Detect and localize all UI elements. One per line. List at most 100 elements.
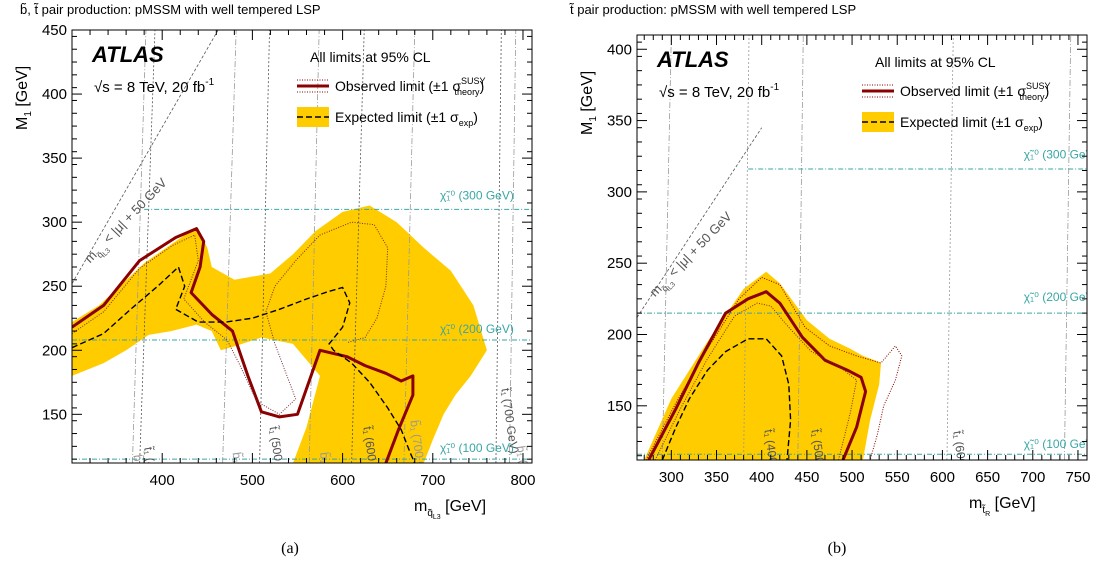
x-tick-label: 800 — [510, 472, 535, 489]
x-tick-label: 500 — [240, 472, 265, 489]
squark-mass-line — [222, 30, 237, 463]
neutralino-mass-label: χ̃₁⁰ (100 GeV) — [440, 441, 514, 455]
y-tick-label: 150 — [607, 398, 632, 415]
x-axis: 400 500 600 700 800 — [71, 30, 535, 489]
x-tick-label: 400 — [150, 472, 175, 489]
diagonal-label-rest: < |μ| + 50 GeV — [663, 209, 735, 283]
x-tick-label: 700 — [420, 472, 445, 489]
y-axis-label: M1 [GeV] — [579, 71, 599, 135]
observed-limit-line — [72, 227, 415, 463]
squark-mass-line — [308, 30, 320, 463]
legend-expected-swatch — [297, 107, 329, 127]
squark-mass-line — [403, 30, 416, 463]
atlas-label: ATLAS — [656, 47, 729, 72]
x-axis-label-unit: [GeV] — [441, 498, 486, 515]
legend-observed-label: Observed limit (±1 σSUSY theory) — [335, 76, 486, 97]
caption-a: (a) — [281, 540, 299, 557]
energy-label: √s = 8 TeV, 20 fb-1 — [659, 82, 780, 101]
neutralino-mass-label: χ̃₁⁰ (200 GeV) — [440, 322, 514, 336]
legend-observed-text: Observed limit (±1 σ — [335, 78, 461, 94]
energy-text: √s = 8 TeV, 20 fb — [659, 84, 770, 101]
neutralino-mass-label: χ̃₁⁰ (300 GeV) — [440, 189, 514, 203]
squark-mass-line — [139, 30, 156, 463]
legend-observed-sup: SUSY — [1026, 81, 1051, 91]
squark-mass-line — [259, 30, 270, 463]
figure-b: t̃₁ (400 GeV) t̃₁ (500 GeV) t̃₁ (600 GeV) χ… — [552, 0, 1104, 572]
figure-a: t̃₁ (400 GeV) b̃₁ (400 GeV) b̃₁ (500 GeV) t… — [0, 0, 552, 572]
legend-observed-sub: theory — [455, 87, 481, 97]
y-tick-label: 300 — [607, 184, 632, 201]
y-tick-label: 350 — [607, 113, 632, 130]
y-tick-label: 250 — [42, 278, 67, 295]
x-axis-label: mt̃R [GeV] — [969, 495, 1036, 518]
y-tick-label: 150 — [42, 406, 67, 423]
energy-sup: -1 — [770, 82, 779, 93]
squark-mass-line — [495, 30, 502, 463]
diagonal-label: mq̃L3 < |μ| + 50 GeV — [646, 209, 738, 303]
y-tick-label: 200 — [607, 326, 632, 343]
contour-plot-a: t̃₁ (400 GeV)b̃₁ (400 GeV) b̃₁ (500 GeV) t… — [14, 2, 535, 525]
legend-expected-close: ) — [473, 109, 478, 125]
squark-mass-line — [1064, 35, 1072, 460]
x-tick-label: 700 — [1020, 469, 1045, 486]
y-tick-label: 450 — [42, 22, 67, 39]
neutralino-mass-label: χ̃₁⁰ (200 GeV) — [1024, 290, 1098, 304]
y-axis-label-m: M — [14, 117, 31, 130]
legend-expected-label: Expected limit (±1 σexp) — [335, 109, 478, 128]
squark-mass-line — [743, 35, 750, 460]
energy-sup: -1 — [205, 77, 214, 88]
y-tick-label: 300 — [42, 214, 67, 231]
plot-area: t̃₁ (400 GeV)b̃₁ (400 GeV) b̃₁ (500 GeV) t… — [72, 30, 532, 525]
cl-note: All limits at 95% CL — [875, 54, 996, 70]
x-axis-label: mq̃L3 [GeV] — [414, 498, 486, 521]
x-tick-label: 600 — [330, 472, 355, 489]
x-tick-label: 400 — [749, 469, 774, 486]
y-tick-label: 250 — [607, 255, 632, 272]
squark-mass-label: b̃₁ (600 GeV) — [317, 451, 342, 522]
legend-expected-text: Expected limit (±1 σ — [900, 114, 1024, 130]
plot-frame — [636, 34, 1088, 461]
diagonal-label-sub: q̃ — [94, 249, 105, 260]
x-axis-label-sub2: L3 — [433, 514, 441, 521]
neutralino-mass-label: χ̃₁⁰ (300 GeV) — [1024, 148, 1098, 162]
squark-mass-label: b̃₁ (400 GeV) — [130, 454, 155, 525]
diagonal-label-sub2: L3 — [102, 247, 113, 258]
cl-note: All limits at 95% CL — [310, 49, 431, 65]
y-tick-label: 200 — [42, 342, 67, 359]
squark-mass-line — [797, 35, 804, 460]
y-axis-label-unit: [GeV] — [14, 66, 31, 111]
expected-limit-line — [72, 265, 416, 463]
x-tick-label: 600 — [930, 469, 955, 486]
legend-expected-swatch — [862, 112, 894, 132]
y-axis-label-sub: 1 — [588, 116, 599, 122]
legend-expected-sub: exp — [1024, 123, 1039, 133]
legend-expected-sub: exp — [459, 118, 474, 128]
legend-observed-sub: theory — [1020, 92, 1046, 102]
plot-title: t̃ pair production: pMSSM with well temp… — [569, 2, 857, 17]
y-axis-label-sub: 1 — [23, 111, 34, 117]
squark-mass-label: t̃₁ (600 GeV) — [950, 428, 974, 497]
atlas-label: ATLAS — [91, 42, 164, 67]
diagonal-label-sub2: L3 — [667, 281, 678, 292]
energy-label: √s = 8 TeV, 20 fb-1 — [94, 77, 215, 96]
legend-observed-sup: SUSY — [461, 76, 486, 86]
neutralino-mass-label: χ̃₁⁰ (100 GeV) — [1024, 437, 1098, 451]
y-tick-label: 400 — [42, 86, 67, 103]
x-tick-label: 350 — [704, 469, 729, 486]
x-tick-label: 450 — [794, 469, 819, 486]
diagonal-label-sub: q̃ — [659, 283, 670, 294]
observed-limit-line — [654, 302, 858, 460]
observed-limit-line — [647, 290, 868, 460]
y-axis-label-unit: [GeV] — [579, 71, 596, 116]
x-axis-label-unit: [GeV] — [990, 495, 1035, 512]
legend-expected-close: ) — [1038, 114, 1043, 130]
caption-b: (b) — [827, 540, 847, 557]
observed-limit-line — [72, 221, 389, 415]
x-axis-label-m: m — [414, 498, 427, 515]
squark-mass-label: b̃₁ (500 GeV) — [230, 451, 255, 522]
x-tick-label: 500 — [840, 469, 865, 486]
squark-mass-line — [509, 30, 517, 463]
x-axis: 300 350 400 450 500 550 600 650 700 750 — [643, 35, 1090, 486]
y-axis-label: M1 [GeV] — [14, 66, 34, 130]
legend-observed-close: ) — [480, 78, 485, 94]
